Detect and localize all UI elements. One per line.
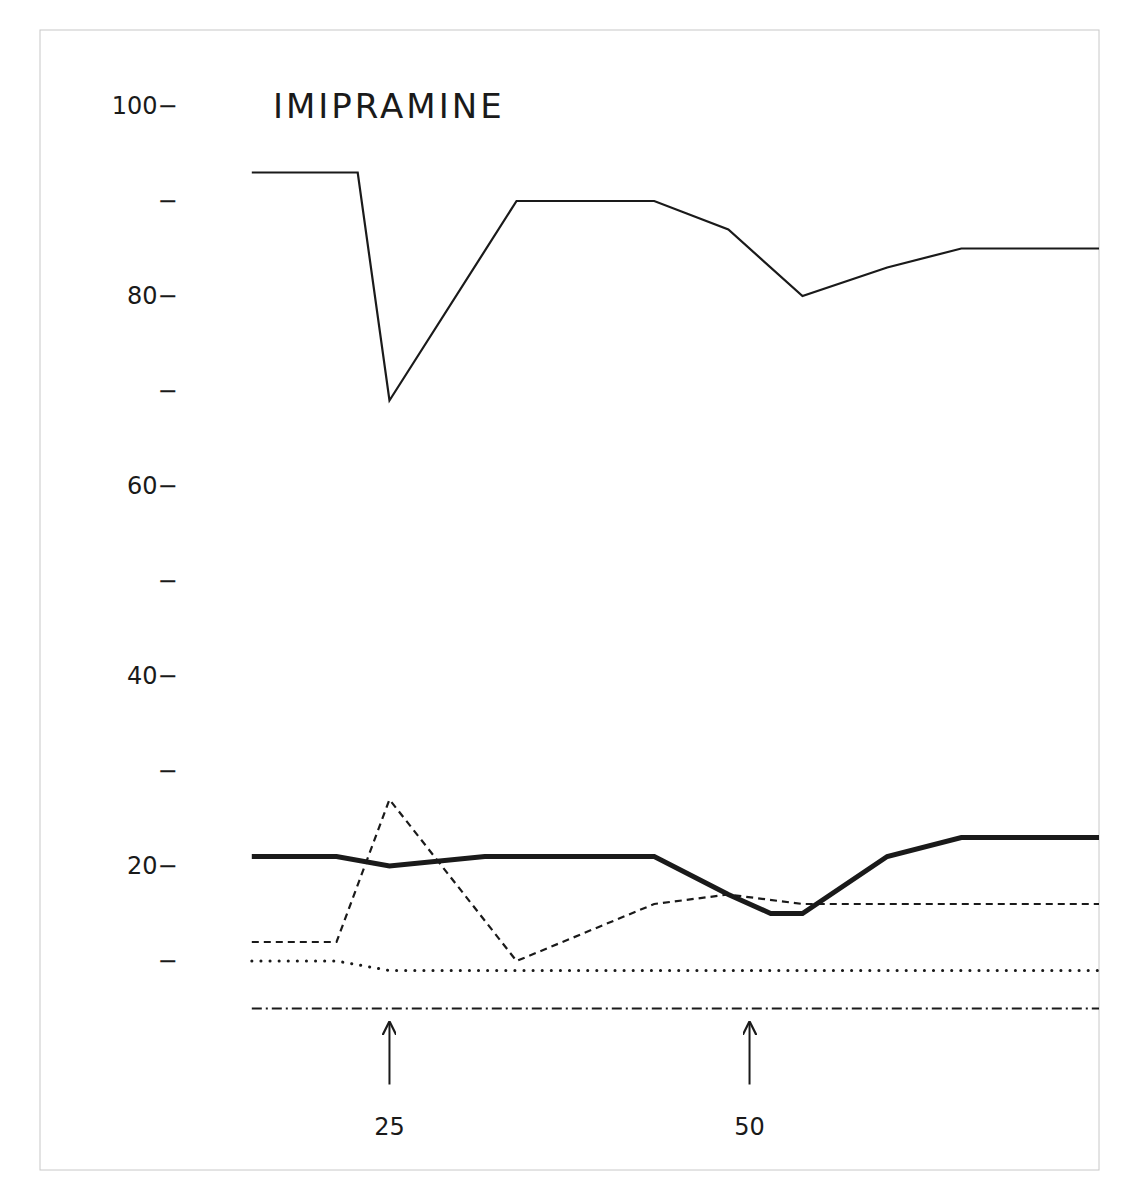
y-tick-label: 40−: [127, 662, 178, 690]
y-tick-label: 60−: [127, 472, 178, 500]
line-dotted: [252, 961, 1099, 971]
arrow: [388, 1023, 390, 1085]
y-tick-label: −: [158, 377, 178, 405]
arrow-label: 50: [734, 1113, 765, 1141]
y-tick-label: 100−: [112, 92, 178, 120]
y-tick-label: 80−: [127, 282, 178, 310]
title: IMIPRAMINE: [273, 86, 505, 126]
y-tick-label: −: [158, 947, 178, 975]
arrow: [749, 1023, 751, 1085]
y-tick-label: 20−: [127, 852, 178, 880]
lines: [252, 173, 1099, 1009]
arrow-label: 25: [374, 1113, 405, 1141]
line-dashed: [252, 800, 1099, 962]
chart: − 20− − 40− − 60− − 80− − 100− IMIPRAMINE 25 50: [0, 0, 1129, 1200]
line-dashdot: [252, 1007, 1099, 1009]
line-solid: [252, 173, 1099, 401]
y-tick-label: −: [158, 757, 178, 785]
plot-frame: [40, 30, 1099, 1170]
y-tick-label: −: [158, 567, 178, 595]
y-tick-label: −: [158, 187, 178, 215]
